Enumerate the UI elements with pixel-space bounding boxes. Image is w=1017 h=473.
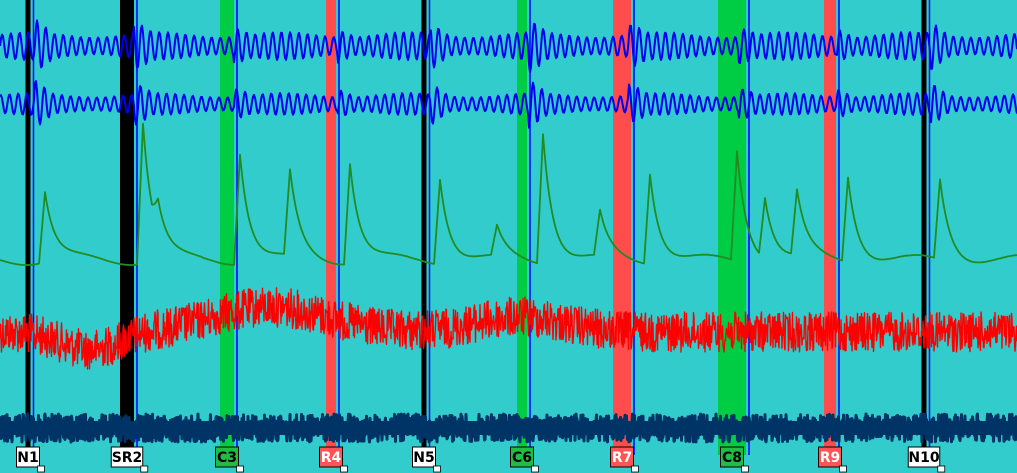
marker-band-r9 [824, 0, 836, 455]
marker-label-r7[interactable]: R7 [610, 446, 639, 473]
marker-label-box [610, 446, 634, 468]
marker-label-box [110, 446, 144, 468]
marker-label-tick [140, 465, 149, 473]
marker-label-text: N1 [17, 450, 38, 466]
marker-bands [25, 0, 931, 455]
marker-label-tick [433, 465, 441, 473]
trace-blue-0 [0, 19, 1017, 74]
marker-label-text: N5 [413, 450, 434, 466]
marker-band-n5 [421, 0, 427, 455]
marker-label-text: SR2 [112, 450, 143, 466]
marker-label-n10[interactable]: N10 [907, 446, 946, 473]
signal-traces [0, 19, 1017, 444]
marker-label-box [818, 446, 842, 468]
marker-label-box [16, 446, 40, 468]
trace-green [0, 122, 1017, 266]
marker-label-box [319, 446, 343, 468]
marker-label-c3[interactable]: C3 [215, 446, 244, 473]
marker-band-r4 [326, 0, 336, 455]
marker-label-tick [631, 465, 639, 473]
marker-label-tick [340, 465, 348, 473]
marker-label-tick [531, 465, 539, 473]
marker-label-sr2[interactable]: SR2 [110, 446, 149, 473]
marker-label-box [215, 446, 239, 468]
marker-label-text: C8 [722, 450, 742, 466]
marker-label-text: R4 [321, 450, 342, 466]
marker-label-c8[interactable]: C8 [720, 446, 749, 473]
marker-label-n1[interactable]: N1 [16, 446, 45, 473]
marker-band-n10 [921, 0, 927, 455]
marker-label-r9[interactable]: R9 [818, 446, 847, 473]
marker-label-box [720, 446, 744, 468]
trace-blue-1 [0, 80, 1017, 129]
marker-band-c3 [220, 0, 234, 455]
marker-label-box [510, 446, 534, 468]
marker-label-text: R9 [820, 450, 841, 466]
marker-label-text: R7 [612, 450, 633, 466]
marker-label-tick [741, 465, 749, 473]
marker-label-text: C6 [512, 450, 532, 466]
marker-band-n1 [25, 0, 31, 455]
marker-label-tick [236, 465, 244, 473]
marker-band-c6 [517, 0, 527, 455]
marker-label-text: N10 [908, 450, 939, 466]
marker-label-r4[interactable]: R4 [319, 446, 348, 473]
marker-label-box [907, 446, 941, 468]
marker-labels: N1 SR2 C3 R4 N5 C6 R7 C8 R9 N10 [16, 446, 946, 473]
marker-label-text: C3 [217, 450, 237, 466]
marker-band-r7 [613, 0, 631, 455]
marker-label-tick [839, 465, 847, 473]
marker-band-sr2 [120, 0, 134, 455]
marker-label-n5[interactable]: N5 [412, 446, 441, 473]
trace-red [0, 287, 1017, 370]
marker-label-tick [37, 465, 45, 473]
marker-label-tick [937, 465, 946, 473]
trace-navy-fill [0, 421, 1017, 435]
marker-label-c6[interactable]: C6 [510, 446, 539, 473]
marker-label-box [412, 446, 436, 468]
